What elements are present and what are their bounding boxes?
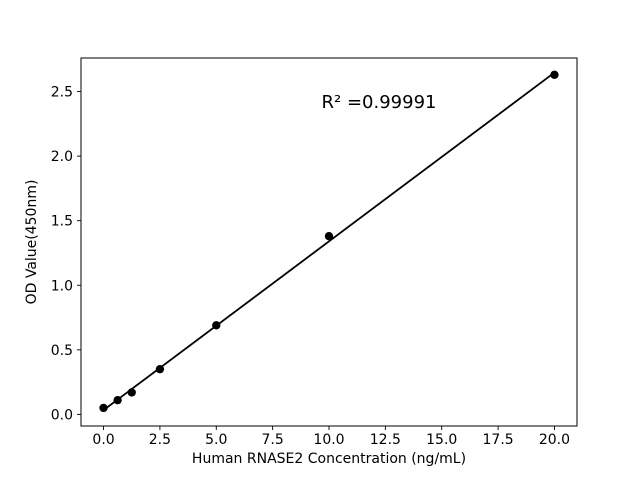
ticks-layer: 0.0 2.5 5.0 7.5 10.0 12.5 15.0 17.5 20.0 0.0 0.5 1.… <box>51 85 570 448</box>
data-point <box>99 403 108 413</box>
data-point <box>212 321 221 330</box>
x-tick-label: 17.5 <box>483 432 514 448</box>
data-point <box>155 364 165 374</box>
y-tick-label: 1.5 <box>51 214 73 230</box>
y-tick-label: 0.0 <box>51 407 73 423</box>
x-tick-label: 0.0 <box>92 432 114 448</box>
data-point <box>324 231 334 241</box>
y-tick-label: 2.0 <box>51 149 73 165</box>
y-tick-label: 2.5 <box>51 85 73 101</box>
series-layer <box>99 70 559 413</box>
x-tick-label: 12.5 <box>370 432 401 448</box>
x-tick-label: 20.0 <box>539 432 570 448</box>
x-tick-label: 2.5 <box>149 432 171 448</box>
data-point <box>127 388 136 397</box>
r-squared-annotation: R² =0.99991 <box>322 92 437 113</box>
x-tick-label: 7.5 <box>262 432 284 448</box>
x-tick-label: 10.0 <box>313 432 344 448</box>
x-tick-label: 15.0 <box>426 432 457 448</box>
fit-line <box>103 71 555 411</box>
y-tick-label: 1.0 <box>51 278 73 294</box>
y-tick-label: 0.5 <box>51 343 73 359</box>
data-point <box>113 395 122 405</box>
data-point <box>550 70 559 79</box>
y-axis-label: OD Value(450nm) <box>24 180 40 305</box>
x-tick-label: 5.0 <box>205 432 227 448</box>
x-axis-label: Human RNASE2 Concentration (ng/mL) <box>192 451 466 467</box>
